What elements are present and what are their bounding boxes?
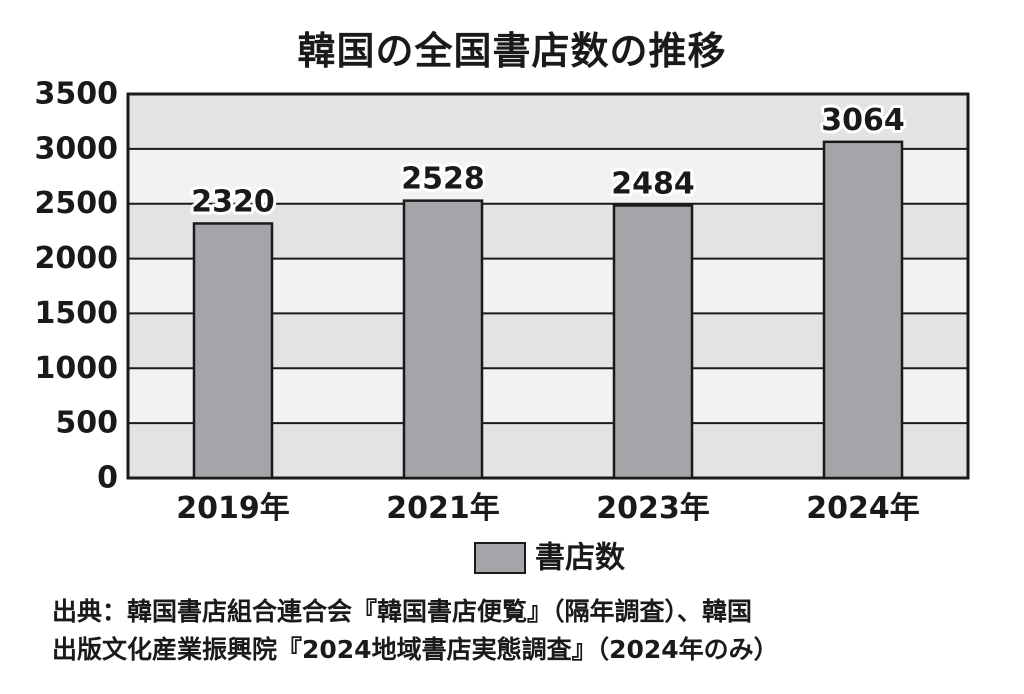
data-labels: 2320 2528 2484 3064 xyxy=(188,100,908,223)
legend-label: 書店数 xyxy=(535,541,626,576)
x-axis-tick-labels: 2019年 2021年 2023年 2024年 xyxy=(176,491,920,526)
data-label: 2320 xyxy=(191,184,275,219)
y-axis-tick-labels: 0 500 1000 1500 2000 2500 3000 3500 xyxy=(35,77,119,496)
y-tick-label: 3000 xyxy=(35,131,119,166)
data-label: 3064 xyxy=(821,103,905,138)
y-tick-label: 1000 xyxy=(35,351,119,386)
y-tick-label: 3500 xyxy=(35,77,119,112)
bars xyxy=(192,140,904,480)
x-tick-label: 2019年 xyxy=(176,491,290,526)
x-tick-label: 2023年 xyxy=(596,491,710,526)
y-tick-label: 500 xyxy=(55,406,118,441)
plot-frame xyxy=(126,92,970,480)
data-label: 2484 xyxy=(611,166,695,201)
bar xyxy=(402,199,484,480)
legend-swatch xyxy=(474,542,526,574)
x-tick-label: 2024年 xyxy=(806,491,920,526)
x-tick-label: 2021年 xyxy=(386,491,500,526)
source-note-line-2: 出版文化産業振興院『2024地域書店実態調査』（2024年のみ） xyxy=(52,635,779,664)
bar xyxy=(612,204,694,480)
source-note-line-1: 出典：韓国書店組合連合会『韓国書店便覧』（隔年調査）、韓国 xyxy=(52,597,753,626)
data-label: 2528 xyxy=(401,162,485,197)
y-tick-label: 0 xyxy=(97,461,118,496)
y-tick-label: 2500 xyxy=(35,186,119,221)
bar xyxy=(192,222,274,480)
plot-band xyxy=(128,94,968,149)
bar xyxy=(822,140,904,480)
y-tick-label: 2000 xyxy=(35,241,119,276)
y-tick-label: 1500 xyxy=(35,296,119,331)
legend: 書店数 xyxy=(474,541,626,576)
chart-title: 韓国の全国書店数の推移 xyxy=(297,29,727,73)
